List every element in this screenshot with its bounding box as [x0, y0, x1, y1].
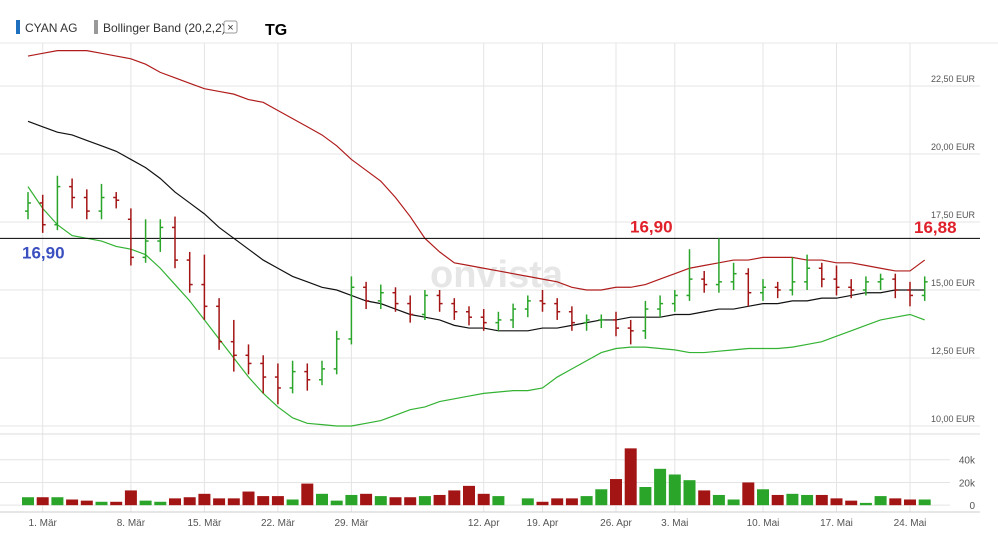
- volume-bar: [22, 497, 34, 506]
- volume-bar: [227, 498, 240, 506]
- x-tick-label: 22. Mär: [261, 518, 296, 529]
- volume-bar: [169, 498, 181, 506]
- volume-bar: [36, 497, 49, 506]
- volume-bar: [580, 496, 593, 506]
- legend-label: Bollinger Band (20,2,2): [103, 21, 226, 35]
- volume-bar: [521, 498, 534, 506]
- volume-bar: [345, 494, 358, 506]
- volume-bar: [757, 489, 769, 506]
- x-tick-label: 12. Apr: [468, 518, 500, 529]
- volume-bar: [859, 502, 872, 506]
- volume-bar: [389, 497, 402, 506]
- volume-bar: [904, 499, 916, 506]
- volume-bar: [595, 489, 608, 506]
- volume-bar: [771, 494, 784, 506]
- volume-bar: [477, 493, 490, 506]
- volume-bar: [830, 498, 843, 506]
- volume-bar: [565, 498, 578, 506]
- volume-bar: [874, 496, 887, 506]
- volume-bar: [551, 498, 564, 506]
- y-tick-label: 20,00 EUR: [931, 142, 976, 152]
- legend-label: CYAN AG: [25, 21, 77, 35]
- legend-marker: [94, 20, 98, 34]
- remove-icon[interactable]: ×: [227, 22, 233, 34]
- x-tick-label: 26. Apr: [600, 518, 632, 529]
- x-tick-label: 15. Mär: [187, 518, 222, 529]
- volume-bar: [198, 493, 211, 506]
- volume-bar: [742, 482, 755, 506]
- volume-bar: [110, 501, 123, 506]
- volume-bar: [639, 487, 652, 506]
- volume-bar: [139, 500, 152, 506]
- x-tick-label: 1. Mär: [29, 518, 58, 529]
- volume-bar: [286, 499, 299, 506]
- volume-bar: [433, 494, 446, 506]
- volume-bar: [66, 499, 79, 506]
- y-tick-label: 0: [969, 501, 975, 512]
- volume-bar: [463, 485, 475, 506]
- volume-bar: [360, 493, 373, 506]
- volume-bar: [316, 493, 328, 506]
- volume-bar: [257, 496, 270, 506]
- volume-bar: [330, 500, 343, 506]
- volume-bar: [242, 491, 255, 506]
- volume-bar: [448, 490, 461, 506]
- volume-bar: [815, 494, 828, 506]
- bollinger-line: [27, 120, 925, 332]
- y-tick-label: 20k: [959, 478, 976, 489]
- annotation: 16,90: [630, 217, 673, 236]
- y-tick-label: 10,00 EUR: [931, 414, 976, 424]
- volume-bar: [654, 468, 667, 506]
- annotation: 16,88: [914, 218, 957, 237]
- volume-bar: [95, 501, 108, 506]
- remove-button[interactable]: [223, 20, 238, 34]
- volume-bar: [610, 479, 622, 506]
- volume-bar: [154, 501, 167, 506]
- reference-label: 16,90: [22, 243, 65, 262]
- volume-bar: [801, 494, 814, 506]
- x-tick-label: 10. Mai: [747, 518, 780, 529]
- volume-bar: [624, 448, 637, 506]
- volume-bar: [271, 496, 284, 506]
- volume-bar: [918, 499, 931, 506]
- bollinger-line: [27, 50, 926, 291]
- volume-bar: [668, 474, 681, 506]
- y-tick-label: 15,00 EUR: [931, 278, 976, 288]
- legend-marker: [16, 20, 20, 34]
- x-tick-label: 29. Mär: [334, 518, 369, 529]
- volume-bar: [786, 493, 799, 506]
- x-tick-label: 3. Mai: [661, 518, 688, 529]
- volume-bar: [124, 490, 137, 506]
- volume-bar: [404, 497, 417, 506]
- volume-bar: [698, 490, 711, 506]
- volume-bar: [80, 500, 93, 506]
- volume-bar: [301, 483, 314, 506]
- y-tick-label: 12,50 EUR: [931, 346, 976, 356]
- y-tick-label: 22,50 EUR: [931, 74, 976, 84]
- volume-bar: [845, 500, 858, 506]
- x-tick-label: 19. Apr: [527, 518, 559, 529]
- y-tick-label: 17,50 EUR: [931, 210, 976, 220]
- volume-bar: [727, 499, 740, 506]
- bollinger-line: [27, 186, 925, 427]
- volume-bar: [183, 497, 196, 506]
- volume-bar: [683, 480, 696, 506]
- volume-bar: [889, 498, 902, 506]
- y-tick-label: 40k: [959, 456, 976, 467]
- x-tick-label: 8. Mär: [117, 518, 146, 529]
- x-tick-label: 24. Mai: [894, 518, 927, 529]
- x-tick-label: 17. Mai: [820, 518, 853, 529]
- volume-bar: [492, 496, 505, 506]
- volume-bar: [712, 494, 725, 506]
- tag: TG: [265, 22, 287, 39]
- volume-bar: [418, 496, 431, 506]
- volume-bar: [51, 497, 64, 506]
- volume-bar: [536, 501, 549, 506]
- volume-bar: [213, 498, 226, 506]
- volume-bar: [374, 496, 387, 506]
